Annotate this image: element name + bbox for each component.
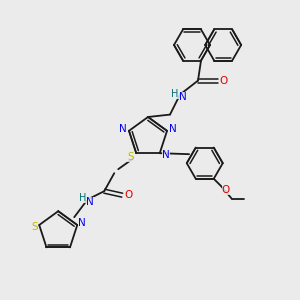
Text: N: N (169, 124, 177, 134)
Text: O: O (124, 190, 132, 200)
Text: S: S (31, 222, 38, 232)
Text: O: O (220, 76, 228, 85)
Text: N: N (179, 92, 187, 102)
Text: N: N (162, 150, 169, 160)
Text: N: N (119, 124, 127, 134)
Text: H: H (171, 88, 179, 99)
Text: S: S (127, 152, 134, 162)
Text: H: H (79, 193, 86, 203)
Text: N: N (86, 197, 94, 207)
Text: O: O (222, 185, 230, 195)
Text: N: N (78, 218, 86, 228)
